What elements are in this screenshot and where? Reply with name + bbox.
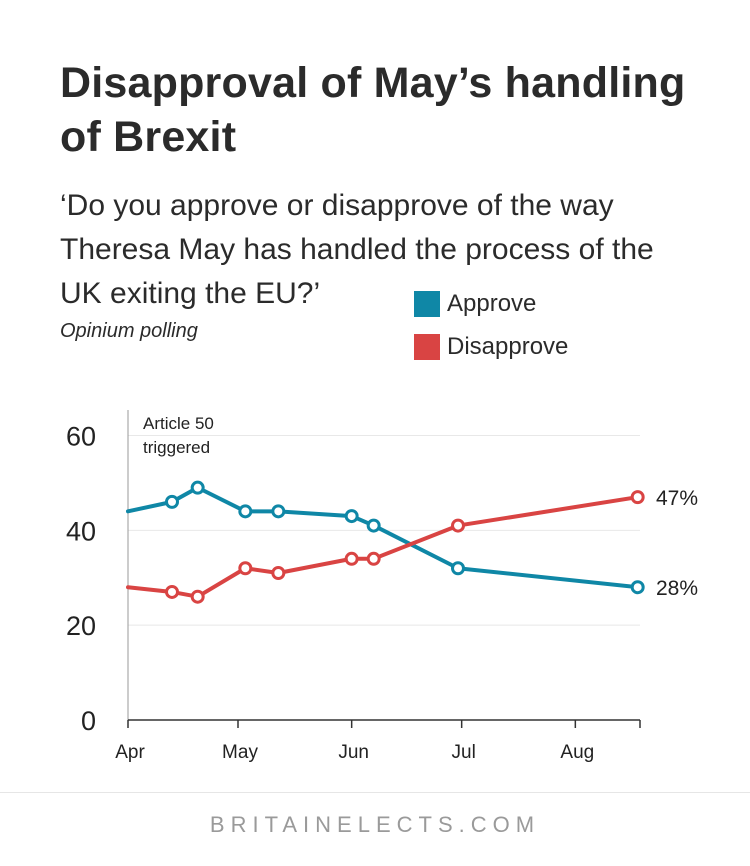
chart-title: Disapproval of May’s handling of Brexit: [60, 59, 686, 161]
y-tick-label: 20: [66, 611, 96, 641]
series-line-disapprove: [126, 495, 640, 599]
annotation-article-50: Article 50: [143, 414, 214, 433]
data-point-approve: [366, 518, 381, 533]
end-label-approve: 28%: [656, 577, 698, 600]
legend-swatch-disapprove: [414, 333, 440, 360]
y-tick-label: 0: [81, 706, 96, 736]
data-point-approve: [451, 561, 465, 576]
y-tick-label: 40: [66, 516, 96, 546]
footer-divider: [0, 792, 750, 793]
legend-item-disapprove: Disapprove: [414, 325, 568, 368]
data-point-disapprove: [238, 561, 253, 576]
data-point-approve: [165, 494, 179, 509]
footer-brand: BRITAINELECTS.COM: [209, 812, 541, 837]
data-point-disapprove: [190, 589, 205, 604]
data-point-disapprove: [165, 584, 179, 599]
data-point-disapprove: [630, 490, 645, 505]
data-point-approve: [344, 509, 359, 524]
y-tick-label: 60: [66, 421, 96, 451]
line-chart: 0 20 40 60 Apr May Jun Jul Aug Article 50 triggere…: [66, 410, 698, 763]
source-note: Opinium polling: [60, 320, 198, 342]
end-label-disapprove: 47%: [656, 487, 698, 510]
data-point-disapprove: [366, 551, 381, 566]
legend-label-approve: Approve: [447, 289, 537, 317]
data-point-approve: [271, 504, 286, 519]
legend-item-approve: Approve: [414, 282, 568, 325]
data-point-disapprove: [344, 551, 359, 566]
x-tick-label: May: [222, 742, 258, 763]
data-point-approve: [190, 480, 205, 495]
data-point-disapprove: [451, 518, 465, 533]
legend-label-disapprove: Disapprove: [447, 332, 569, 360]
x-tick-label: Apr: [115, 742, 145, 763]
legend-swatch-approve: [414, 290, 440, 317]
data-point-approve: [238, 504, 253, 519]
chart-subtitle: ‘Do you approve or disapprove of the way…: [60, 189, 654, 310]
x-tick-label: Jun: [338, 742, 369, 763]
legend: Approve Disapprove: [414, 282, 568, 368]
x-tick-label: Aug: [560, 742, 594, 763]
series-line-approve: [126, 485, 640, 590]
x-tick-label: Jul: [452, 742, 476, 763]
annotation-article-50: triggered: [143, 438, 210, 457]
data-point-disapprove: [271, 566, 286, 580]
data-point-approve: [630, 580, 645, 595]
